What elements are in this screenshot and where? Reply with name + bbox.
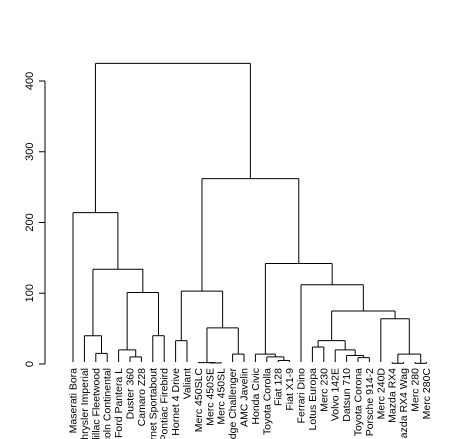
leaf-label: Mazda RX4: [387, 368, 399, 423]
leaf-label: Hornet Sportabout: [147, 368, 159, 439]
merge-link-n23: [331, 310, 396, 341]
merge-link-n22: [380, 318, 410, 362]
leaf-label: Toyota Corolla: [261, 368, 273, 435]
leaf-label: Toyota Corona: [353, 368, 365, 436]
leaf-label: Merc 450SL: [216, 368, 228, 425]
leaf-label: Porsche 914-2: [364, 368, 376, 436]
merge-link-n26: [300, 284, 364, 362]
leaf-label: Camaro Z28: [136, 368, 148, 427]
merge-link-n16: [311, 346, 325, 362]
leaf-label: Pontiac Firebird: [159, 368, 171, 439]
merge-link-n24: [126, 292, 159, 350]
leaf-label: Honda Civic: [250, 368, 262, 425]
leaf-label: Merc 240D: [375, 368, 387, 420]
merge-link-n4: [277, 359, 291, 362]
merge-link-n20: [83, 335, 102, 362]
leaf-label: Fiat X1-9: [284, 368, 296, 411]
leaf-label: Valiant: [182, 368, 194, 399]
y-tick-label: 100: [24, 284, 36, 302]
y-tick-label: 400: [24, 72, 36, 90]
merge-link-n31: [94, 62, 251, 213]
merge-link-n25: [180, 290, 224, 341]
merge-link-n21: [206, 327, 239, 363]
leaf-label: Cadillac Fleetwood: [90, 368, 102, 439]
leaf-label: Volvo 142E: [330, 368, 342, 421]
merge-link-n7: [266, 356, 285, 362]
leaf-label: Merc 280: [410, 368, 422, 412]
merge-link-n30: [201, 178, 300, 292]
leaf-label: Chrysler Imperial: [79, 368, 91, 439]
leaf-labels: Maserati Bora Chrysler Imperial Cadillac F…: [68, 368, 433, 439]
merge-link-n18: [175, 340, 188, 362]
leaf-label: Lotus Europa: [307, 368, 319, 431]
leaf-label: Ford Pantera L: [113, 368, 125, 438]
leaf-label: Merc 450SE: [204, 368, 216, 426]
merge-link-n9: [254, 353, 276, 362]
leaf-label: Maserati Bora: [68, 368, 80, 434]
merge-link-n19: [152, 335, 165, 362]
y-tick-label: 300: [24, 143, 36, 161]
merge-link-n12: [232, 353, 245, 362]
leaf-label: Duster 360: [125, 368, 137, 420]
dendrogram-links: [72, 62, 427, 364]
merge-link-n17: [317, 340, 346, 350]
leaf-label: Mazda RX4 Wag: [398, 368, 410, 439]
y-tick-label: 200: [24, 213, 36, 231]
merge-link-n6: [129, 356, 142, 362]
leaf-label: Datsun 710: [341, 368, 353, 422]
merge-link-n8: [346, 355, 365, 362]
merge-link-n29: [72, 212, 119, 362]
y-tick-label: 0: [24, 361, 36, 367]
merge-link-n10: [397, 353, 422, 364]
leaf-label: Merc 280C: [421, 368, 433, 420]
leaf-label: Lincoln Continental: [102, 368, 114, 439]
leaf-label: Dodge Challenger: [227, 368, 239, 439]
leaf-label: Ferrari Dino: [296, 368, 308, 424]
merge-link-n5: [357, 357, 370, 362]
leaf-label: AMC Javelin: [239, 368, 251, 427]
merge-link-n13: [95, 352, 108, 362]
merge-link-n15: [118, 349, 137, 362]
y-ticks: 0 100 200 300 400: [24, 72, 45, 367]
leaf-label: Merc 450SLC: [193, 368, 205, 433]
leaf-label: Merc 230: [318, 368, 330, 412]
leaf-label: Fiat 128: [273, 368, 285, 406]
leaf-label: Hornet 4 Drive: [170, 368, 182, 436]
merge-link-n27: [92, 268, 144, 336]
